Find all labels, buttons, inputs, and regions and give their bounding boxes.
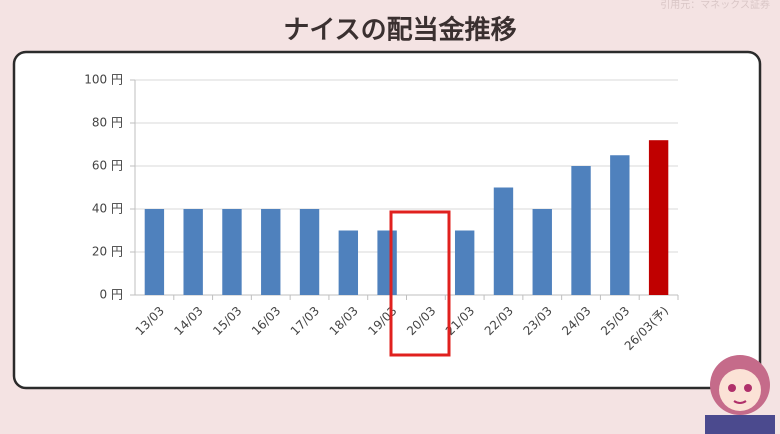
bar: [222, 209, 242, 295]
y-tick-label: 0 円: [100, 288, 123, 302]
panel: [12, 50, 762, 390]
y-tick-label: 80 円: [92, 116, 123, 130]
highlight-box: [389, 210, 451, 357]
bar: [144, 209, 165, 295]
bar: [338, 230, 359, 295]
y-tick-label: 100 円: [84, 73, 123, 87]
bar: [571, 166, 591, 295]
bar: [261, 209, 281, 295]
bar: [648, 140, 669, 295]
bar: [183, 209, 203, 295]
character-illustration: [705, 355, 775, 434]
bar: [377, 230, 397, 295]
bar: [454, 230, 475, 295]
source-note: 引用元：マネックス証券: [660, 0, 770, 11]
bar: [610, 155, 630, 295]
bar: [532, 209, 552, 295]
chart-title: ナイスの配当金推移: [283, 15, 516, 46]
y-tick-label: 20 円: [92, 245, 123, 259]
bar: [299, 209, 320, 295]
bar: [493, 187, 514, 295]
y-tick-label: 40 円: [92, 202, 123, 216]
y-tick-label: 60 円: [92, 159, 123, 173]
